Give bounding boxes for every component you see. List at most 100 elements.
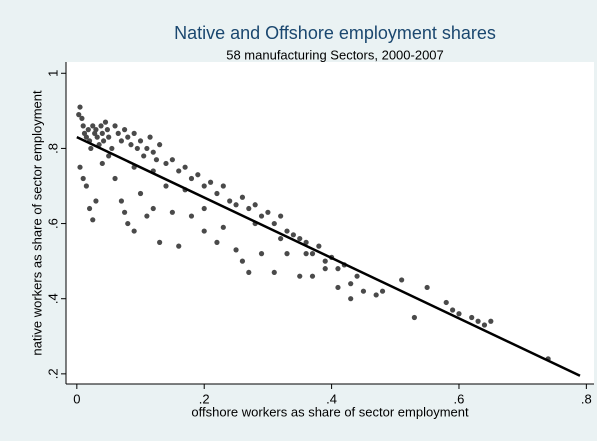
x-tick-label: .6 <box>454 391 465 406</box>
scatter-point <box>169 157 175 163</box>
scatter-point <box>90 123 96 129</box>
scatter-point <box>77 104 83 110</box>
x-tick-label: 0 <box>73 391 80 406</box>
scatter-point <box>348 296 354 302</box>
scatter-point <box>137 190 144 197</box>
scatter-point <box>93 127 99 133</box>
scatter-point <box>176 243 182 249</box>
scatter-point <box>90 217 96 223</box>
scatter-point <box>88 145 94 152</box>
scatter-point <box>144 145 150 152</box>
scatter-point <box>303 239 309 245</box>
scatter-point <box>360 288 367 294</box>
scatter-point <box>233 247 239 253</box>
scatter-point <box>443 299 449 306</box>
scatter-point <box>469 314 475 321</box>
scatter-point <box>85 127 91 133</box>
scatter-point <box>303 251 309 257</box>
scatter-point <box>271 269 277 276</box>
chart-title: Native and Offshore employment shares <box>174 23 496 43</box>
chart-subtitle: 58 manufacturing Sectors, 2000-2007 <box>226 47 444 62</box>
scatter-point <box>201 205 207 212</box>
scatter-point <box>239 258 246 264</box>
y-tick-label: .4 <box>45 293 60 304</box>
scatter-point <box>134 145 140 152</box>
y-axis-title: native workers as share of sector employ… <box>29 90 44 356</box>
scatter-point <box>278 235 284 242</box>
scatter-point <box>83 134 89 140</box>
scatter-point <box>424 284 430 291</box>
scatter-point <box>125 220 131 227</box>
scatter-point <box>227 198 233 204</box>
scatter-point <box>207 179 214 185</box>
scatter-point <box>102 119 109 125</box>
scatter-point <box>112 123 118 129</box>
scatter-point <box>76 112 82 118</box>
scatter-point <box>214 239 220 245</box>
scatter-point <box>488 318 494 324</box>
scatter-point <box>201 228 207 234</box>
y-tick-label: 1 <box>45 70 60 77</box>
scatter-point <box>106 153 112 159</box>
scatter-point <box>220 183 226 189</box>
scatter-point <box>201 183 207 189</box>
scatter-point <box>169 209 175 215</box>
scatter-point <box>309 273 316 279</box>
scatter-point <box>106 134 112 140</box>
scatter-point <box>278 213 284 219</box>
scatter-point <box>379 288 386 294</box>
scatter-point <box>99 130 105 136</box>
scatter-point <box>147 134 153 140</box>
scatter-point <box>163 160 169 167</box>
scatter-point <box>297 235 303 242</box>
scatter-point <box>411 314 417 321</box>
scatter-point <box>475 318 481 324</box>
x-tick-label: .8 <box>581 391 592 406</box>
scatter-point <box>118 198 125 204</box>
scatter-point <box>118 138 125 144</box>
scatter-point <box>128 142 134 148</box>
scatter-point <box>80 175 86 182</box>
y-tick-label: .8 <box>45 143 60 154</box>
scatter-point <box>239 194 246 200</box>
scatter-point <box>373 292 379 298</box>
scatter-point <box>176 168 182 174</box>
scatter-point <box>450 307 456 313</box>
scatter-point <box>214 190 220 197</box>
x-axis-title: offshore workers as share of sector empl… <box>191 404 469 419</box>
scatter-point <box>348 281 354 287</box>
scatter-point <box>246 269 252 276</box>
scatter-point <box>182 164 188 170</box>
scatter-point <box>83 183 89 189</box>
scatter-point <box>121 127 128 133</box>
scatter-point <box>188 213 195 219</box>
scatter-point <box>100 138 107 144</box>
scatter-point <box>322 266 328 272</box>
y-tick-label: .6 <box>45 218 60 229</box>
scatter-point <box>456 311 462 317</box>
scatter-point <box>297 273 303 279</box>
y-tick-label: .2 <box>45 368 60 379</box>
scatter-point <box>316 243 322 249</box>
scatter-point <box>150 205 156 212</box>
scatter-point <box>131 130 137 136</box>
scatter-point <box>104 127 110 133</box>
scatter-point <box>220 224 226 230</box>
scatter-point <box>284 228 290 234</box>
scatter-point <box>98 123 104 129</box>
scatter-point <box>265 209 271 215</box>
scatter-point <box>86 205 93 212</box>
scatter-point <box>233 202 239 208</box>
x-tick-label: .4 <box>326 391 337 406</box>
scatter-point <box>354 273 360 279</box>
scatter-point <box>99 160 105 167</box>
scatter-point <box>271 220 277 227</box>
scatter-point <box>258 251 265 257</box>
scatter-point <box>195 172 201 178</box>
scatter-point <box>399 277 405 283</box>
scatter-point <box>481 322 488 328</box>
scatter-point <box>157 142 163 148</box>
scatter-point <box>121 209 128 215</box>
scatter-point <box>112 175 118 182</box>
